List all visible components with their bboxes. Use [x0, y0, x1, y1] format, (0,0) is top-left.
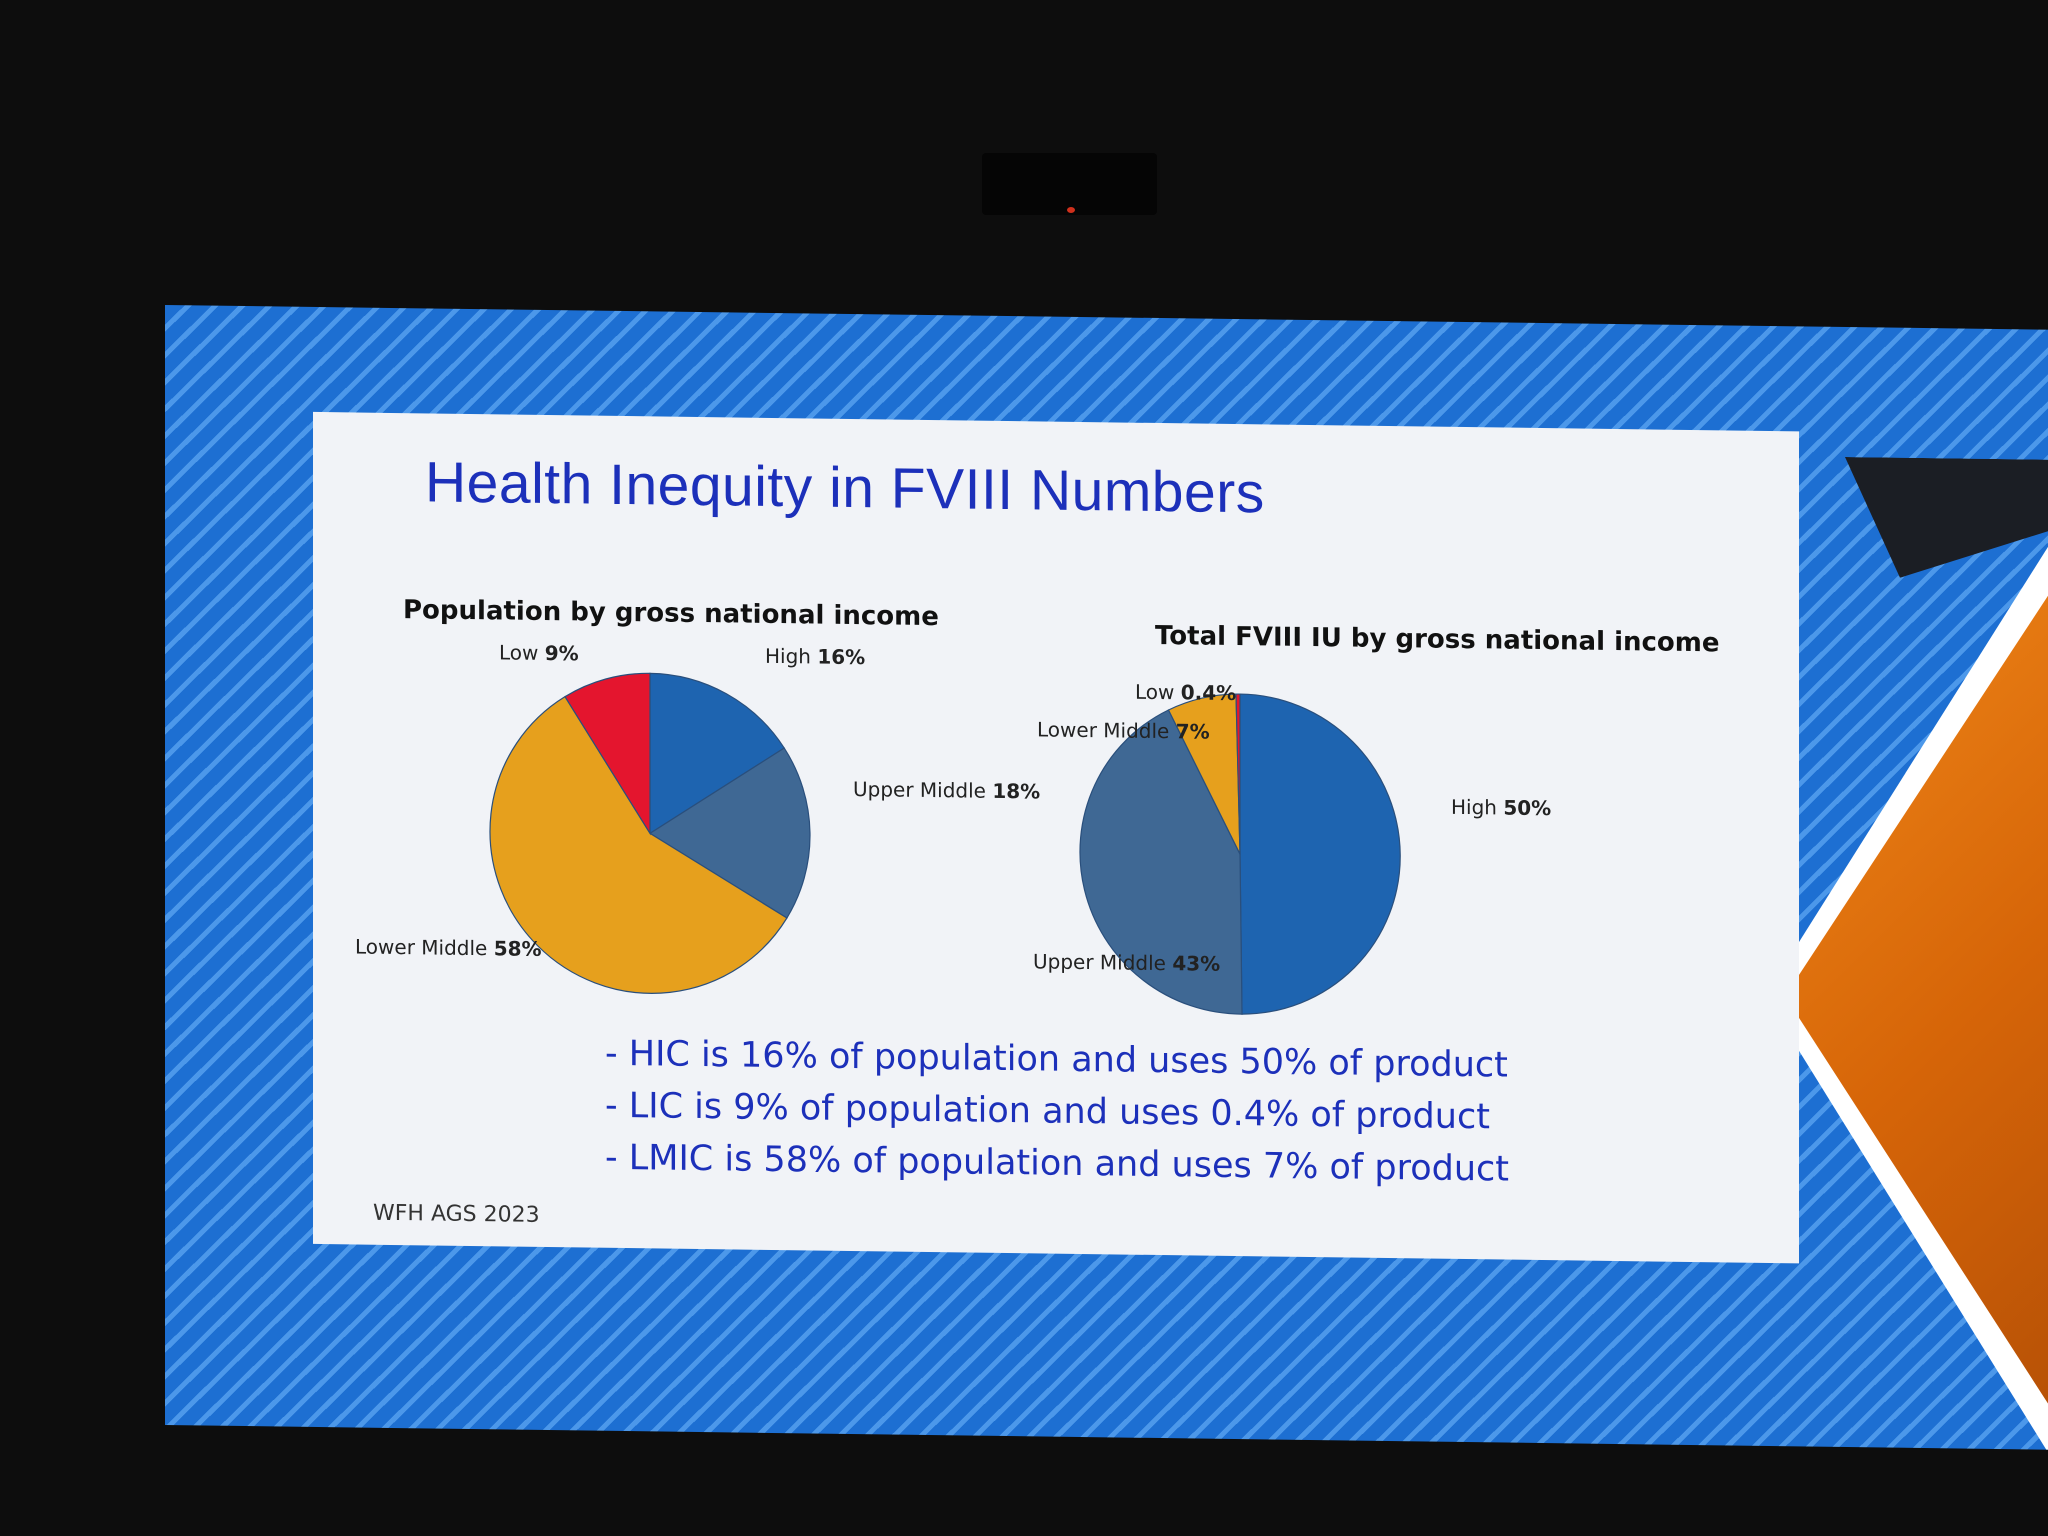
decor-orange-hexagon: [1785, 566, 2048, 1430]
bullet-item: - LMIC is 58% of population and uses 7% …: [605, 1137, 1509, 1190]
label-value: 9%: [544, 640, 579, 666]
label-name: Low: [499, 640, 539, 665]
pie-slice-upper-middle: [648, 747, 811, 919]
label-value: 16%: [817, 644, 866, 670]
camera: [982, 153, 1157, 215]
label-name: Lower Middle: [1037, 717, 1170, 744]
bullet-list: - HIC is 16% of population and uses 50% …: [605, 1028, 1509, 1196]
pie-slice-upper-middle: [1079, 709, 1243, 1015]
label-value: 50%: [1503, 795, 1552, 821]
label-value: 7%: [1175, 719, 1210, 744]
slide-panel: Health Inequity in FVIII Numbers Populat…: [313, 411, 1799, 1264]
chart-title-population: Population by gross national income: [403, 595, 939, 633]
label-name: Upper Middle: [1033, 949, 1166, 976]
label-name: High: [765, 643, 811, 669]
pie-chart-population: [489, 672, 811, 994]
camera-led: [1067, 207, 1075, 213]
label-population-high: High 16%: [765, 644, 865, 669]
label-value: 43%: [1172, 951, 1221, 976]
pie-slice-high: [1239, 693, 1401, 1015]
slide-title: Health Inequity in FVIII Numbers: [425, 450, 1265, 526]
label-fviii-high: High 50%: [1451, 795, 1551, 820]
pie-slice-lower-middle: [489, 695, 788, 994]
pie-chart-fviii: [1079, 693, 1401, 1015]
label-name: Low: [1135, 679, 1175, 705]
label-value: 58%: [493, 936, 542, 961]
label-name: Lower Middle: [355, 934, 488, 961]
label-fviii-upper-middle: Upper Middle 43%: [1033, 949, 1220, 975]
label-fviii-low: Low 0.4%: [1135, 680, 1236, 705]
label-name: Upper Middle: [853, 777, 986, 803]
pie-slice-low: [564, 672, 651, 836]
label-population-low: Low 9%: [499, 640, 579, 665]
chart-title-fviii: Total FVIII IU by gross national income: [1155, 620, 1720, 659]
label-value: 18%: [992, 778, 1041, 804]
label-fviii-lower-middle: Lower Middle 7%: [1037, 717, 1210, 743]
label-name: High: [1451, 794, 1497, 820]
pie-slice-high: [649, 672, 786, 835]
source-citation: WFH AGS 2023: [373, 1200, 540, 1228]
label-value: 0.4%: [1180, 680, 1237, 706]
pie-slice-low: [1235, 693, 1241, 855]
label-population-upper-middle: Upper Middle 18%: [853, 777, 1040, 803]
label-population-lower-middle: Lower Middle 58%: [355, 934, 542, 960]
decor-dark-shape: [1845, 457, 2048, 580]
projection-screen: Health Inequity in FVIII Numbers Populat…: [165, 305, 2048, 1450]
